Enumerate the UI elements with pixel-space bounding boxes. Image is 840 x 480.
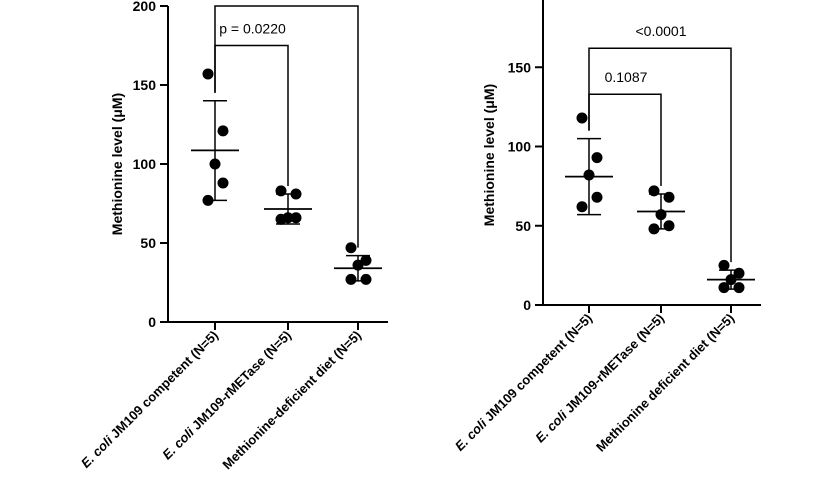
chart0-data-point <box>209 158 221 170</box>
chart1-p-value-label: 0.1087 <box>605 69 648 85</box>
chart1-data-point <box>663 191 675 203</box>
chart1-data-point <box>725 274 737 286</box>
chart-panel-right: 0 50 100 150 Methionine level (μM) E. coli JM… <box>452 0 761 455</box>
chart1-category-label: Methionine deficient diet (N=5) <box>593 311 737 455</box>
chart1-ytick-label: 50 <box>515 218 531 234</box>
chart1-ytick-label: 150 <box>508 59 532 75</box>
chart1-data-point <box>733 267 745 279</box>
chart1-data-point <box>648 185 660 197</box>
chart0-data-point <box>345 273 357 285</box>
chart1-data-point <box>591 152 603 164</box>
chart0-data-point <box>275 185 287 197</box>
chart1-data-point <box>583 169 595 181</box>
chart0-data-point <box>217 125 229 137</box>
chart1-ylabel: Methionine level (μM) <box>481 84 497 226</box>
chart1-data-point <box>733 282 745 294</box>
chart0-data-point <box>360 254 372 266</box>
chart0-data-point <box>217 177 229 189</box>
chart1-data-point <box>663 220 675 232</box>
chart0-ytick-label: 150 <box>133 77 157 93</box>
chart1-significance-bracket <box>588 47 732 263</box>
chart1-category-label: E. coli JM109-rMETase (N=5) <box>532 311 667 446</box>
chart0-ytick-label: 200 <box>133 0 157 14</box>
chart0-data-point <box>202 68 214 80</box>
chart0-significance-bracket <box>214 44 289 187</box>
chart1-data-point <box>718 259 730 271</box>
chart0-data-point <box>352 259 364 271</box>
chart0-data-point <box>202 194 214 206</box>
chart0-ytick-label: 0 <box>148 314 156 330</box>
chart1-significance-bracket <box>588 93 662 187</box>
chart1-category-label: E. coli JM109 competent (N=5) <box>452 311 595 454</box>
chart1-p-value-label: <0.0001 <box>636 23 687 39</box>
chart0-p-value-label: p = 0.0220 <box>219 21 286 37</box>
chart-panel-left: 0 50 100 150 200 Methionine level (μM) E. coli… <box>78 0 388 472</box>
chart0-significance-bracket <box>214 5 359 248</box>
chart0-ylabel: Methionine level (μM) <box>109 93 125 235</box>
chart0-category-label: E. coli JM109 competent (N=5) <box>78 328 221 471</box>
chart1-ytick-label: 0 <box>523 297 531 313</box>
chart1-data-point <box>648 223 660 235</box>
chart1-ytick-label: 100 <box>508 139 532 155</box>
chart0-ytick-label: 50 <box>140 235 156 251</box>
chart1-data-point <box>655 209 667 221</box>
chart0-data-point <box>360 273 372 285</box>
chart1-data-point <box>591 191 603 203</box>
chart0-category-label: E. coli JM109-rMETase (N=5) <box>159 328 294 463</box>
chart0-data-point <box>345 242 357 254</box>
chart0-data-point <box>275 213 287 225</box>
chart0-category-label: Methionine-deficient diet (N=5) <box>219 328 364 473</box>
chart1-data-point <box>718 282 730 294</box>
chart0-data-point <box>290 188 302 200</box>
chart1-data-point <box>576 201 588 213</box>
chart1-data-point <box>576 112 588 124</box>
chart0-data-point <box>290 212 302 224</box>
chart0-ytick-label: 100 <box>133 156 157 172</box>
